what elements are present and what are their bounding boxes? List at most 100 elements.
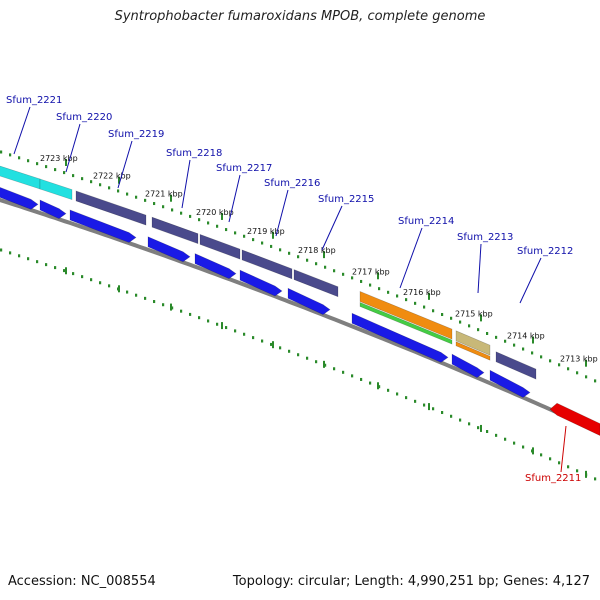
- cds-arrow: [147, 236, 191, 263]
- inner-ring-dot: [153, 300, 156, 304]
- inner-major-tick: [428, 403, 430, 411]
- gene-block: [241, 249, 293, 280]
- outer-ring-dot: [378, 287, 381, 291]
- outer-ring-dot: [522, 347, 525, 351]
- outer-ring-dot: [315, 262, 318, 266]
- outer-ring-dot: [531, 351, 534, 355]
- inner-major-tick: [170, 303, 172, 311]
- outer-ring-dot: [477, 328, 480, 332]
- major-tick: [118, 176, 120, 184]
- outer-ring-dot: [513, 343, 516, 347]
- outer-ring-dot: [585, 375, 588, 379]
- outer-ring-dot: [63, 171, 66, 175]
- inner-ring-dot: [207, 319, 210, 323]
- outer-ring-dot: [162, 205, 165, 209]
- outer-ring-dot: [0, 150, 3, 154]
- cds-arrow: [239, 269, 283, 297]
- gene-label-sfum-2219: Sfum_2219: [108, 129, 164, 140]
- gene-leader-line: [275, 189, 289, 237]
- gene-block: [0, 165, 41, 190]
- outer-ring-dot: [324, 265, 327, 269]
- gene-block: [151, 216, 199, 245]
- cds-arrow: [69, 209, 137, 243]
- outer-ring-dot: [135, 195, 138, 199]
- inner-ring-dot: [369, 381, 372, 385]
- outer-ring-dot: [396, 294, 399, 298]
- inner-major-tick: [272, 341, 274, 349]
- outer-ring-dot: [207, 221, 210, 225]
- gene-label-sfum-2212: Sfum_2212: [517, 246, 573, 257]
- outer-ring-dot: [558, 363, 561, 367]
- inner-ring-dot: [549, 457, 552, 461]
- inner-ring-dot: [108, 284, 111, 288]
- outer-ring-dot: [9, 153, 12, 157]
- outer-ring-dot: [81, 177, 84, 181]
- inner-ring-dot: [297, 353, 300, 357]
- genome-summary-text: Topology: circular; Length: 4,990,251 bp…: [232, 574, 590, 589]
- inner-ring-dot: [360, 377, 363, 381]
- inner-ring-dot: [423, 403, 426, 407]
- major-tick: [170, 194, 172, 202]
- outer-ring-dot: [360, 279, 363, 283]
- inner-ring-dot: [243, 332, 246, 336]
- outer-ring-dot: [576, 371, 579, 375]
- inner-ring-dot: [333, 367, 336, 371]
- inner-ring-dot: [432, 407, 435, 411]
- gene-label-sfum-2220: Sfum_2220: [56, 112, 112, 123]
- kbp-tick-label: 2717 kbp: [352, 267, 390, 276]
- gene-leader-line: [399, 227, 423, 289]
- kbp-tick-label: 2723 kbp: [40, 154, 78, 163]
- inner-ring-dot: [576, 469, 579, 473]
- kbp-tick-label: 2720 kbp: [196, 208, 234, 217]
- kbp-tick-label: 2721 kbp: [145, 190, 183, 199]
- inner-ring-dot: [189, 312, 192, 316]
- gene-block: [75, 190, 147, 226]
- major-tick: [428, 292, 430, 300]
- gene-block-secondary: [359, 302, 453, 345]
- inner-ring-dot: [342, 370, 345, 374]
- major-tick: [65, 158, 67, 166]
- inner-ring-dot: [486, 430, 489, 434]
- inner-ring-dot: [234, 329, 237, 333]
- inner-ring-dot: [0, 248, 3, 252]
- inner-ring-dot: [225, 326, 228, 330]
- backbone-line: [0, 197, 600, 434]
- outer-ring-dot: [252, 238, 255, 242]
- inner-ring-dot: [270, 342, 273, 346]
- inner-ring-dot: [558, 461, 561, 465]
- inner-ring-dot: [126, 290, 129, 294]
- inner-ring-dot: [54, 266, 57, 270]
- cds-arrow: [194, 253, 237, 279]
- outer-ring-dot: [153, 202, 156, 206]
- outer-ring-dot: [495, 335, 498, 339]
- tick-layer: [0, 150, 597, 481]
- inner-ring-dot: [495, 433, 498, 437]
- inner-ring-dot: [594, 477, 597, 481]
- inner-ring-dot: [162, 303, 165, 307]
- outer-ring-dot: [450, 316, 453, 320]
- inner-ring-dot: [72, 272, 75, 276]
- gene-label-sfum-2216: Sfum_2216: [264, 178, 320, 189]
- kbp-tick-label: 2719 kbp: [247, 227, 285, 236]
- inner-ring-dot: [468, 422, 471, 426]
- major-tick: [272, 231, 274, 239]
- outer-ring-dot: [99, 183, 102, 187]
- major-tick: [585, 359, 587, 367]
- outer-ring-dot: [126, 192, 129, 196]
- gene-label-sfum-2217: Sfum_2217: [216, 163, 272, 174]
- inner-ring-dot: [81, 275, 84, 279]
- inner-ring-dot: [441, 411, 444, 415]
- inner-ring-dot: [450, 414, 453, 418]
- inner-ring-dot: [45, 263, 48, 267]
- inner-ring-dot: [414, 399, 417, 403]
- inner-ring-dot: [135, 293, 138, 297]
- inner-ring-dot: [504, 437, 507, 441]
- gene-leader-line: [477, 243, 482, 294]
- outer-ring-dot: [144, 198, 147, 202]
- inner-major-tick: [323, 360, 325, 368]
- outer-ring-dot: [90, 180, 93, 184]
- gene-leader-line: [321, 205, 343, 251]
- kbp-tick-label: 2718 kbp: [298, 246, 336, 255]
- kbp-tick-label: 2722 kbp: [93, 172, 131, 181]
- inner-ring-dot: [315, 360, 318, 364]
